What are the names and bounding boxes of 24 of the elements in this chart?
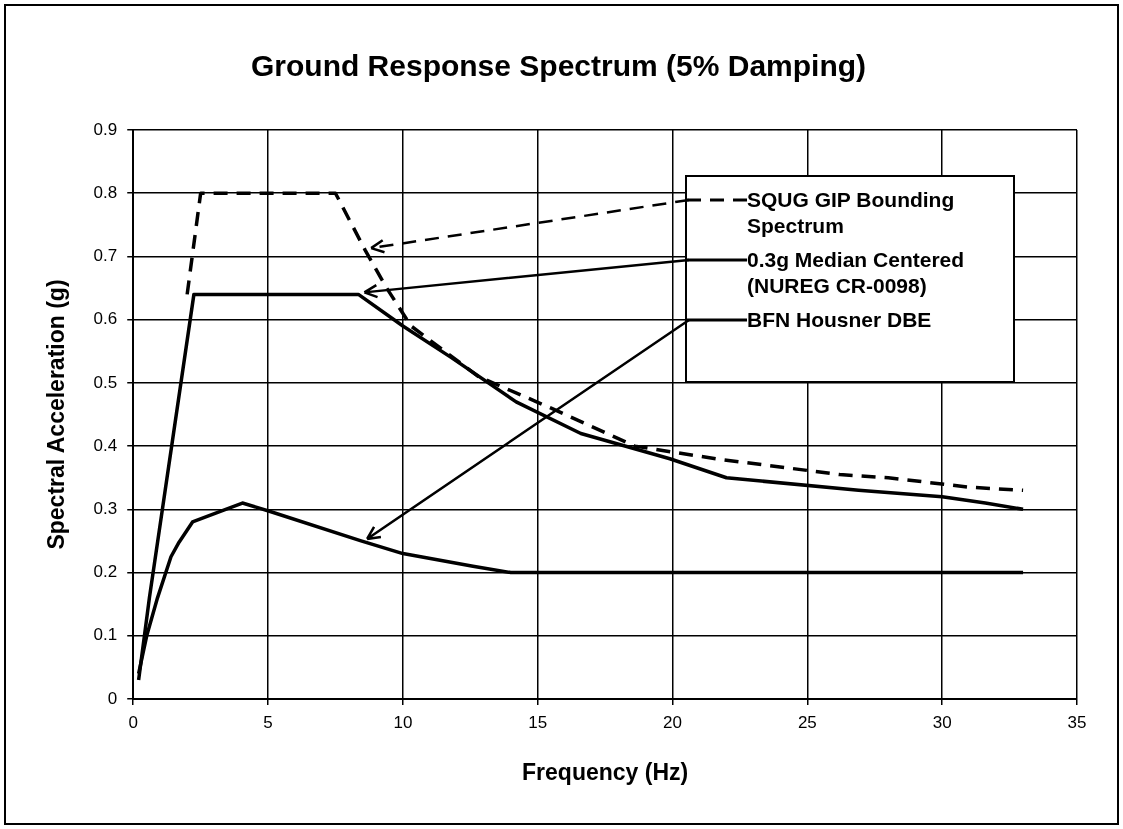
y-tick-label: 0.4 [93,435,118,455]
x-tick-label: 10 [393,712,413,732]
y-tick-label: 0.7 [93,246,118,266]
legend-label: 0.3g Median Centered (NUREG CR-0098) [747,247,966,299]
x-axis-title: Frequency (Hz) [522,758,689,785]
y-tick-label: 0.9 [93,119,118,139]
x-tick-label: 20 [663,712,682,732]
x-tick-label: 15 [528,712,548,732]
legend-label: BFN Housner DBE [747,307,933,333]
y-tick-label: 0.8 [93,182,118,202]
x-tick-label: 35 [1067,712,1087,732]
x-tick-label: 25 [797,712,817,732]
x-tick-label: 5 [263,712,273,732]
y-tick-label: 0.1 [93,625,118,645]
y-tick-label: 0.6 [93,309,118,329]
y-tick-label: 0.5 [93,372,118,392]
chart-title: Ground Response Spectrum (5% Damping) [250,49,867,83]
y-tick-label: 0.3 [93,499,118,519]
y-tick-label: 0 [107,688,118,708]
legend-label: SQUG GIP Bounding Spectrum [747,187,956,239]
y-tick-label: 0.2 [93,562,118,582]
y-axis-title: Spectral Acceleration (g) [43,279,70,550]
x-tick-label: 30 [932,712,952,732]
x-tick-label: 0 [128,712,138,732]
